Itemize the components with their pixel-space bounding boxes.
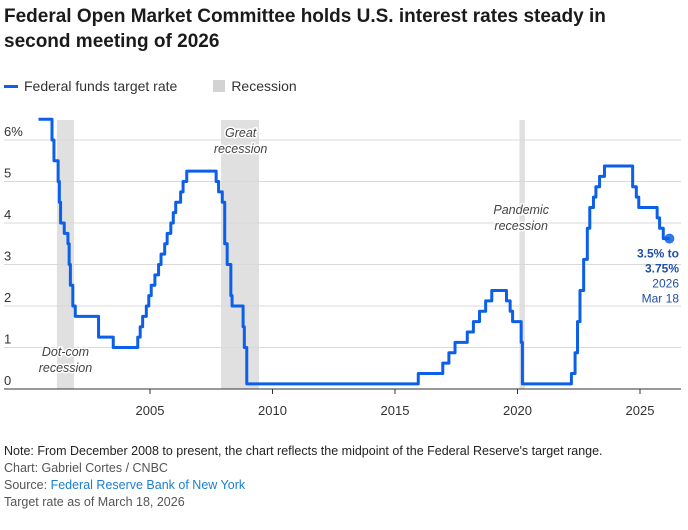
- as-of-date: Target rate as of March 18, 2026: [4, 495, 185, 509]
- recession-label: Great: [225, 126, 257, 140]
- x-tick-label: 2005: [136, 403, 165, 418]
- x-tick-label: 2020: [503, 403, 532, 418]
- chart-plot: 0 1 2 3 4 5 6% 2005 2010 2015 2020 2025 Dot-com rec…: [4, 117, 681, 418]
- y-tick-label: 3: [4, 249, 11, 264]
- x-axis-ticks: 2005 2010 2015 2020 2025: [136, 389, 655, 418]
- y-tick-label: 4: [4, 207, 11, 222]
- annotation-date: 2026: [652, 277, 679, 291]
- recession-labels: Dot-com recession Great recession Pandemic re…: [37, 125, 551, 377]
- y-axis-ticks: 0 1 2 3 4 5 6%: [4, 124, 23, 388]
- x-tick-label: 2010: [258, 403, 287, 418]
- annotation-rate: 3.5% to: [637, 247, 679, 261]
- end-point-marker: [664, 233, 675, 244]
- recession-shade: [519, 120, 525, 389]
- x-tick-label: 2025: [626, 403, 655, 418]
- chart-title: Federal Open Market Committee holds U.S.…: [4, 6, 606, 52]
- annotation-rate: 3.75%: [645, 262, 679, 276]
- recession-label: recession: [214, 142, 268, 156]
- y-tick-label: 5: [4, 166, 11, 181]
- recession-shade: [56, 120, 75, 389]
- footnote: Note: From December 2008 to present, the…: [4, 444, 603, 458]
- footer: Note: From December 2008 to present, the…: [4, 443, 604, 511]
- legend-recession-label: Recession: [231, 78, 297, 94]
- legend-line-swatch: [4, 84, 18, 88]
- source-link[interactable]: Federal Reserve Bank of New York: [50, 478, 246, 492]
- recession-label: Pandemic: [493, 203, 549, 217]
- y-tick-label: 6%: [4, 124, 23, 139]
- chart-credit: Chart: Gabriel Cortes / CNBC: [4, 461, 168, 475]
- recession-label: recession: [494, 219, 548, 233]
- y-tick-label: 2: [4, 290, 11, 305]
- legend-recession-swatch: [213, 80, 226, 92]
- recession-label: recession: [39, 361, 93, 375]
- series-line-federal-funds-rate: [38, 117, 670, 386]
- recession-label: Dot-com: [42, 345, 89, 359]
- x-tick-label: 2015: [381, 403, 410, 418]
- y-tick-label: 0: [4, 373, 11, 388]
- annotation-date: Mar 18: [642, 292, 680, 306]
- source-line: Source: Federal Reserve Bank of New York: [4, 477, 604, 494]
- y-tick-label: 1: [4, 332, 11, 347]
- legend: Federal funds target rate Recession: [4, 78, 297, 94]
- source-prefix: Source:: [4, 478, 51, 492]
- legend-line-label: Federal funds target rate: [24, 78, 178, 94]
